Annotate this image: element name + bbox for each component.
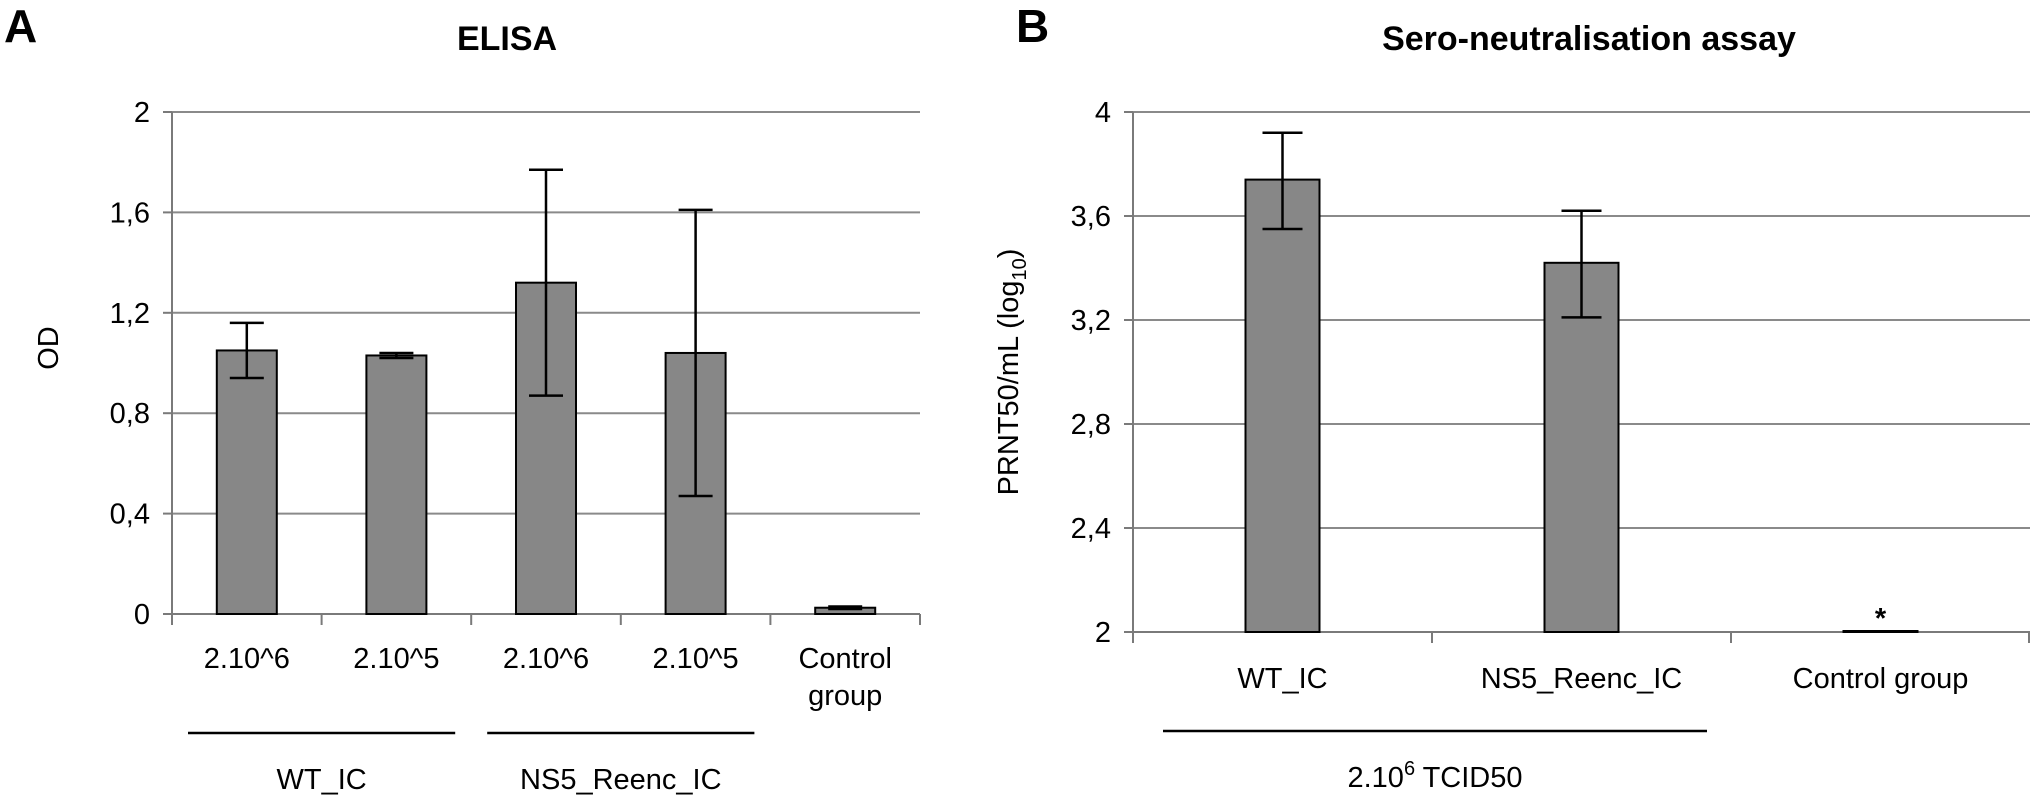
panel-a-category-label: 2.10^5: [353, 643, 439, 675]
panel-a-category-label: 2.10^5: [653, 643, 739, 675]
panel-b-y-tick-label: 2: [1095, 617, 1111, 649]
panel-b-y-tick-label: 2,8: [1071, 409, 1111, 441]
panel-a-y-tick-label: 0,4: [110, 499, 150, 531]
panel-b-significance-asterisk: *: [1875, 603, 1887, 635]
panel-a-group-labels: WT_IC NS5_Reenc_IC: [188, 731, 755, 796]
panel-a-category-separators: [171, 614, 921, 625]
panel-a-category-label: 2.10^6: [204, 643, 290, 675]
panel-b-letter: B: [1016, 0, 1049, 52]
panel-a-group-label: WT_IC: [276, 764, 366, 796]
panel-b-annotations: *: [1875, 603, 1887, 635]
panel-a-y-tick-label: 2: [134, 97, 150, 129]
panel-b-y-tick-label: 3,6: [1071, 201, 1111, 233]
panel-a-error-bars: [229, 168, 863, 611]
panel-b-bars: [1244, 178, 1919, 633]
panel-b-y-tick-label: 4: [1095, 97, 1111, 129]
panel-b-category-label: NS5_Reenc_IC: [1481, 663, 1683, 695]
panel-a-category-labels: 2.10^6 2.10^5 2.10^6 2.10^5 Control group: [204, 643, 892, 712]
panel-a-bar: [365, 354, 428, 615]
panel-a-y-tick-label: 1,6: [110, 197, 150, 229]
panel-b-category-labels: WT_IC NS5_Reenc_IC Control group: [1237, 663, 1968, 695]
panel-a-y-tick-label: 0: [134, 599, 150, 631]
panel-b-bar: [1244, 178, 1321, 633]
panel-a-category-label: 2.10^6: [503, 643, 589, 675]
panel-b-error-bars: [1262, 131, 1602, 319]
panel-a-y-tick-label: 0,8: [110, 398, 150, 430]
panel-a-y-ticks: 0 0,4 0,8 1,2 1,6 2: [110, 97, 172, 631]
panel-a-group-label: NS5_Reenc_IC: [520, 764, 722, 796]
panel-a-y-axis-label: OD: [33, 326, 65, 370]
panel-b-category-label: Control group: [1793, 663, 1969, 695]
panel-a-category-label: Control group: [798, 643, 892, 712]
panel-b-group-labels: 2.106 TCID50: [1163, 729, 1707, 794]
panel-b-y-ticks: 2 2,4 2,8 3,2 3,6 4: [1071, 97, 1133, 649]
panel-a-elisa: A ELISA OD 00,40,81,21,62 2.10^6 2.10^5 2.…: [4, 0, 921, 796]
panel-a-bar: [215, 349, 278, 615]
panel-a-letter: A: [4, 0, 37, 52]
panel-b-group-label: 2.106 TCID50: [1347, 758, 1522, 794]
panel-b-y-axis-label: PRNT50/mL (log10): [993, 249, 1031, 496]
panel-b-bar: [1543, 261, 1620, 633]
panel-b-y-tick-label: 2,4: [1071, 513, 1111, 545]
panel-a-y-tick-label: 1,2: [110, 298, 150, 330]
panel-b-category-label: WT_IC: [1237, 663, 1327, 695]
panel-b-bar: [1842, 630, 1919, 633]
panel-b-title: Sero-neutralisation assay: [1382, 20, 1796, 58]
panel-b-y-tick-label: 3,2: [1071, 305, 1111, 337]
panel-b-category-separators: [1132, 632, 2030, 643]
panel-b-sero-neutralisation: B Sero-neutralisation assay PRNT50/mL (l…: [993, 0, 2030, 794]
panel-a-title: ELISA: [457, 20, 557, 58]
